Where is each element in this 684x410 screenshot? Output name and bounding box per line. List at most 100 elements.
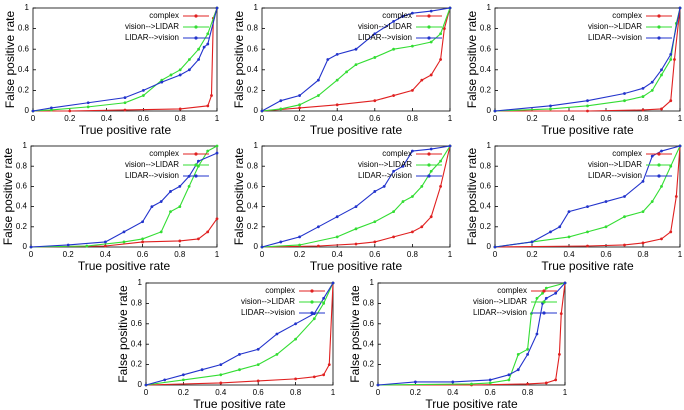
y-tick-label: 0.2 [18,86,30,95]
y-tick-label: 0.4 [480,65,492,74]
data-point [673,58,676,61]
data-point [178,185,182,188]
data-point [31,109,35,113]
data-point [586,109,589,113]
data-point [604,200,608,203]
x-tick-label: 1 [215,114,220,123]
data-point [178,68,182,72]
data-point [544,381,548,385]
data-point [279,107,283,111]
data-point [516,353,520,356]
data-point [197,159,200,163]
data-point [188,68,191,72]
legend-label: complex [612,11,642,20]
data-point [439,159,442,163]
data-point [206,32,210,36]
y-tick-label: 1 [254,141,259,150]
x-tick-label: 0.8 [407,114,419,123]
y-axis-label: False positive rate [3,10,17,108]
series-line [261,7,451,112]
data-point [604,225,608,229]
data-point [178,107,182,111]
data-point [275,332,279,336]
data-point [260,245,264,249]
x-tick-label: 0.6 [253,388,265,397]
data-point [178,239,182,243]
x-tick-label: 0 [260,250,265,259]
data-point [549,230,552,234]
data-point [123,96,127,100]
data-point [215,144,219,148]
series-line [261,7,451,112]
y-tick-label: 1 [25,3,30,12]
data-point [411,11,414,15]
legend-label: complex [382,11,412,20]
data-point [219,381,223,385]
chart-panel: 0 0.2 0.4 0.6 0.8 1 0 0.2 0.4 0.6 0.8 1 True positiv… [3,3,220,137]
data-point [373,32,377,36]
y-tick-label: 0.4 [480,202,492,211]
data-point [669,52,673,56]
legend-label: vision-->LIDAR [358,22,412,31]
data-point [411,44,414,48]
data-point [279,99,283,103]
legend-label: LIDAR-->vision [358,171,412,180]
data-point [322,296,326,300]
data-point [516,368,520,372]
plot-frame [261,7,451,112]
data-point [260,109,264,113]
data-point [411,89,414,92]
legend-marker [194,152,198,156]
data-point [526,347,529,351]
y-tick-label: 1 [487,3,492,12]
x-tick-label: 1 [448,250,453,259]
data-point [210,94,213,97]
x-tick-label: 0.4 [101,114,113,123]
data-point [215,151,219,155]
series-line [261,145,451,248]
data-point [275,353,279,356]
data-point [641,108,645,112]
legend-marker [310,300,314,304]
data-point [586,205,589,209]
data-point [451,380,455,384]
data-point [182,378,185,382]
data-point [488,378,492,382]
data-point [238,353,241,356]
data-point [586,244,589,248]
data-point [298,243,301,247]
x-tick-label: 0.6 [369,250,381,259]
data-point [206,104,210,108]
data-point [641,86,645,90]
data-point [322,373,326,377]
data-point [215,6,219,10]
legend-label: vision-->LIDAR [588,22,642,31]
y-tick-label: 0.2 [131,360,143,369]
x-tick-label: 0 [376,388,381,397]
data-point [507,378,511,382]
data-point [144,383,148,387]
data-point [202,45,206,49]
data-point [294,377,297,381]
x-tick-label: 0 [260,114,265,123]
y-tick-label: 0.8 [480,24,492,33]
legend-label: LIDAR-->vision [125,171,179,180]
data-point [150,205,154,209]
data-point [392,47,395,51]
legend-label: complex [612,149,642,158]
data-point [541,291,544,295]
data-point [401,14,405,18]
data-point [392,94,395,97]
y-axis-label: False positive rate [348,285,362,383]
data-point [650,200,654,203]
y-tick-label: 1 [487,141,492,150]
data-point [66,243,70,247]
data-point [327,363,331,366]
x-tick-label: 0.8 [522,388,534,397]
x-tick-label: 0.6 [138,114,150,123]
data-point [554,378,558,382]
x-tick-label: 0.2 [294,250,306,259]
data-point [373,190,377,193]
legend-label: complex [497,286,527,295]
data-point [641,95,645,98]
